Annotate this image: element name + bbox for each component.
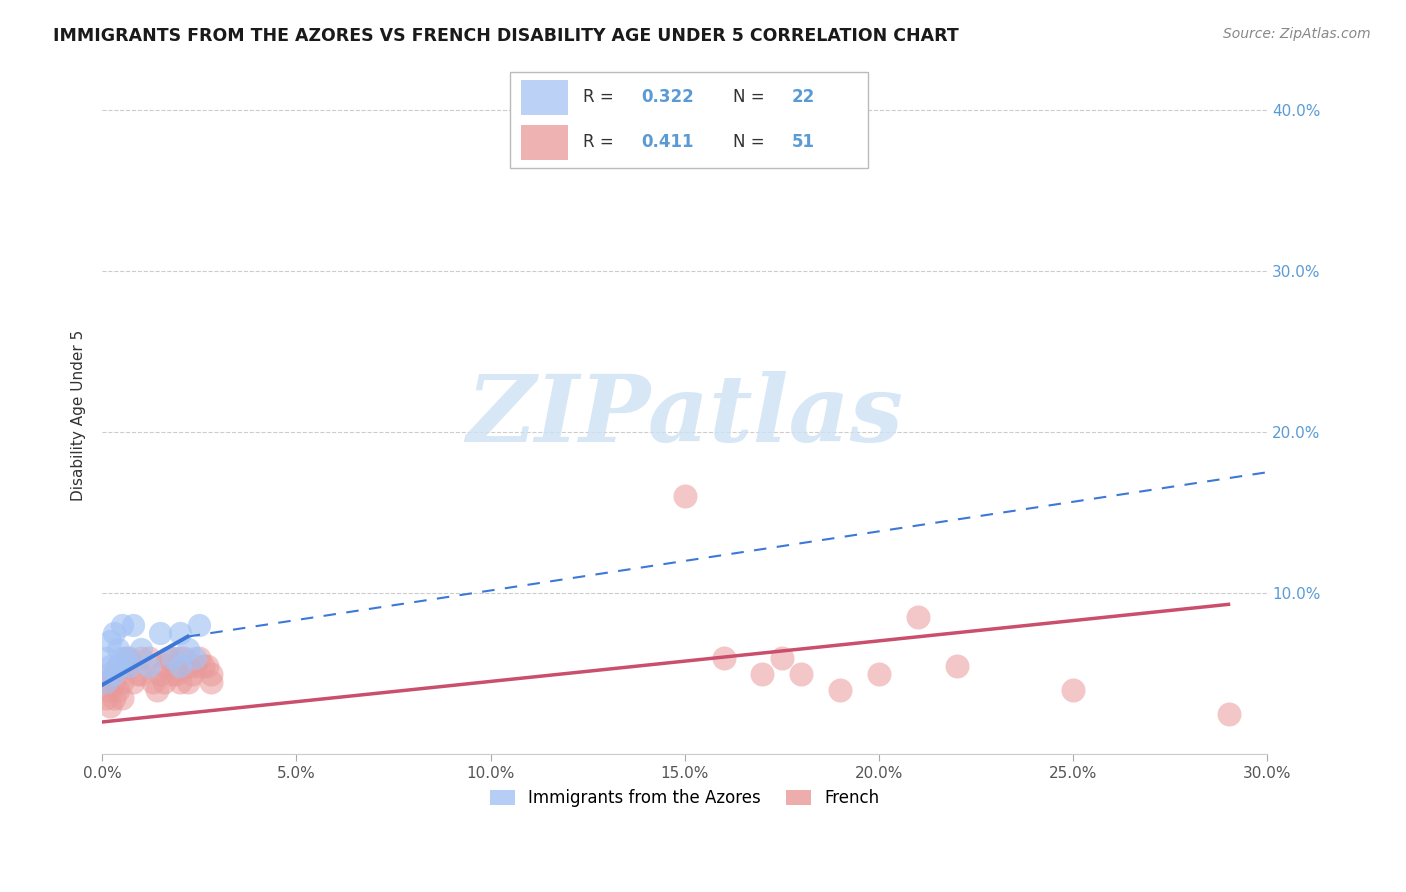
Point <box>107 658 129 673</box>
Point <box>173 650 195 665</box>
Point <box>830 682 852 697</box>
Point <box>188 650 211 665</box>
Text: 0.411: 0.411 <box>641 134 695 152</box>
Point <box>195 658 218 673</box>
Point <box>176 658 198 673</box>
Point <box>111 690 134 705</box>
Point <box>107 658 129 673</box>
Point <box>169 674 191 689</box>
Point <box>200 674 222 689</box>
Point <box>945 658 967 673</box>
Legend: Immigrants from the Azores, French: Immigrants from the Azores, French <box>484 782 886 814</box>
Point <box>98 634 121 648</box>
Text: 51: 51 <box>792 134 814 152</box>
Point <box>114 650 136 665</box>
Text: R =: R = <box>583 88 613 106</box>
Text: N =: N = <box>733 88 765 106</box>
Point <box>673 489 696 503</box>
Point <box>98 658 121 673</box>
Point <box>751 666 773 681</box>
Point <box>153 674 176 689</box>
Point <box>169 626 191 640</box>
Point <box>98 666 121 681</box>
Point <box>98 698 121 713</box>
Point <box>160 650 183 665</box>
Point <box>103 626 125 640</box>
Point <box>122 618 145 632</box>
Text: 22: 22 <box>792 88 814 106</box>
Text: Source: ZipAtlas.com: Source: ZipAtlas.com <box>1223 27 1371 41</box>
Point <box>107 682 129 697</box>
Point <box>200 666 222 681</box>
Point <box>111 650 134 665</box>
Point <box>153 658 176 673</box>
Point <box>160 666 183 681</box>
Point <box>1062 682 1084 697</box>
Point <box>107 642 129 657</box>
Point <box>713 650 735 665</box>
Point <box>122 674 145 689</box>
Point <box>145 682 167 697</box>
Text: R =: R = <box>583 134 613 152</box>
Point <box>907 610 929 624</box>
Point <box>184 650 207 665</box>
Point <box>138 650 160 665</box>
Point <box>127 666 149 681</box>
Point <box>142 674 165 689</box>
Point <box>176 642 198 657</box>
Point <box>165 666 187 681</box>
Point <box>94 674 117 689</box>
Point <box>129 642 152 657</box>
Point <box>98 682 121 697</box>
Point <box>114 650 136 665</box>
Point <box>868 666 890 681</box>
Point <box>138 658 160 673</box>
Point <box>790 666 813 681</box>
Point <box>129 666 152 681</box>
Point <box>176 674 198 689</box>
Point <box>111 618 134 632</box>
Point <box>169 650 191 665</box>
Point <box>118 650 141 665</box>
Text: 0.322: 0.322 <box>641 88 695 106</box>
Point <box>149 626 172 640</box>
Point <box>149 666 172 681</box>
Point <box>94 674 117 689</box>
Y-axis label: Disability Age Under 5: Disability Age Under 5 <box>72 330 86 501</box>
Point <box>94 690 117 705</box>
Point <box>157 650 180 665</box>
Point <box>770 650 793 665</box>
Point <box>1218 706 1240 721</box>
FancyBboxPatch shape <box>520 80 568 114</box>
Point <box>94 650 117 665</box>
Point <box>184 658 207 673</box>
FancyBboxPatch shape <box>520 125 568 160</box>
Point <box>103 690 125 705</box>
Point <box>111 674 134 689</box>
Point <box>160 650 183 665</box>
Point <box>169 658 191 673</box>
Text: ZIPatlas: ZIPatlas <box>467 371 903 461</box>
Point <box>103 666 125 681</box>
Point <box>114 658 136 673</box>
Text: N =: N = <box>733 134 765 152</box>
Point <box>193 658 215 673</box>
Point <box>129 650 152 665</box>
Text: IMMIGRANTS FROM THE AZORES VS FRENCH DISABILITY AGE UNDER 5 CORRELATION CHART: IMMIGRANTS FROM THE AZORES VS FRENCH DIS… <box>53 27 959 45</box>
Point <box>118 658 141 673</box>
FancyBboxPatch shape <box>510 72 868 169</box>
Point <box>103 674 125 689</box>
Point <box>188 618 211 632</box>
Point <box>180 666 202 681</box>
